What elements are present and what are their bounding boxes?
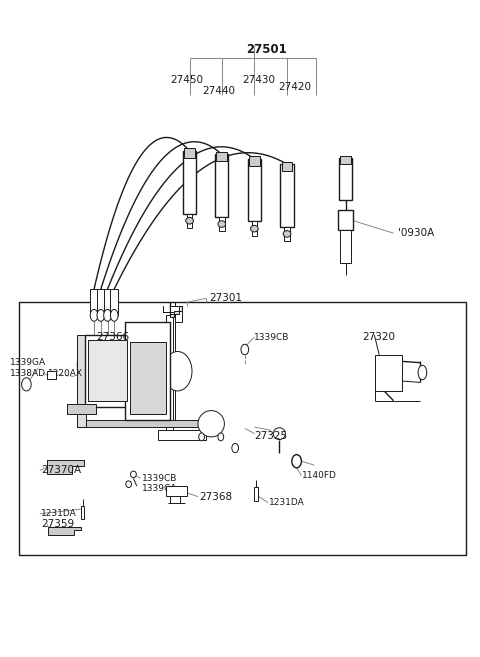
Bar (88, 340, 127, 401)
Text: 1231DA: 1231DA (269, 498, 304, 507)
Bar (216, 152, 227, 161)
Bar (248, 159, 261, 221)
Bar (249, 156, 260, 166)
Polygon shape (48, 527, 81, 535)
Bar (284, 227, 290, 241)
Bar (254, 487, 258, 501)
Ellipse shape (251, 225, 258, 232)
Text: 1220AX: 1220AX (48, 369, 83, 378)
Circle shape (292, 455, 301, 468)
Bar (81, 506, 84, 519)
Circle shape (218, 433, 224, 441)
Bar (252, 221, 257, 236)
Bar (19, 302, 466, 555)
Text: 1339GA: 1339GA (10, 358, 46, 367)
Bar (110, 289, 118, 315)
Ellipse shape (110, 309, 118, 321)
Ellipse shape (218, 221, 226, 227)
Polygon shape (77, 420, 206, 427)
Polygon shape (77, 335, 86, 427)
Ellipse shape (131, 471, 136, 478)
Bar (340, 230, 351, 263)
Bar (85, 335, 130, 407)
Bar (375, 355, 402, 391)
Text: 27366: 27366 (96, 332, 130, 342)
Bar (340, 156, 351, 164)
Circle shape (22, 378, 31, 391)
Text: 1339CB: 1339CB (254, 332, 290, 342)
Text: 1231DA: 1231DA (41, 509, 76, 518)
Bar (47, 371, 56, 379)
Bar (183, 151, 196, 214)
Text: 27325: 27325 (254, 430, 288, 441)
Text: 1339CA: 1339CA (142, 484, 177, 493)
Bar (338, 210, 353, 230)
Bar (130, 342, 166, 414)
Ellipse shape (273, 428, 285, 440)
Bar (215, 154, 228, 217)
Text: 1339CB: 1339CB (142, 474, 177, 483)
Circle shape (241, 344, 249, 355)
Ellipse shape (104, 309, 111, 321)
Polygon shape (163, 306, 182, 322)
Text: 27301: 27301 (209, 293, 242, 304)
Ellipse shape (198, 411, 224, 437)
Text: 27320: 27320 (363, 332, 396, 342)
Polygon shape (158, 430, 206, 440)
Text: 27430: 27430 (243, 75, 276, 85)
Bar (97, 289, 105, 315)
Text: 1338AD: 1338AD (10, 369, 46, 378)
Bar (280, 164, 294, 227)
Ellipse shape (418, 365, 427, 380)
Ellipse shape (283, 231, 291, 237)
Polygon shape (166, 315, 173, 434)
Text: 27440: 27440 (202, 85, 235, 96)
Circle shape (199, 433, 204, 441)
Bar (184, 148, 195, 158)
Bar (282, 162, 292, 171)
Bar (166, 486, 187, 496)
Polygon shape (67, 404, 96, 414)
Ellipse shape (186, 217, 193, 224)
Bar (104, 289, 111, 315)
Bar (187, 214, 192, 228)
Text: 27359: 27359 (41, 519, 74, 530)
Text: 1140FD: 1140FD (302, 471, 337, 480)
Text: '0930A: '0930A (398, 228, 435, 238)
Text: 27501: 27501 (246, 43, 287, 56)
Circle shape (232, 443, 239, 453)
Bar (125, 322, 170, 420)
Bar (339, 158, 352, 200)
Polygon shape (170, 306, 182, 317)
Bar (90, 289, 98, 315)
Ellipse shape (97, 309, 105, 321)
Text: 27450: 27450 (171, 75, 204, 85)
Ellipse shape (90, 309, 98, 321)
Text: 27420: 27420 (279, 81, 312, 92)
Ellipse shape (126, 481, 132, 487)
Bar (219, 217, 225, 231)
Circle shape (163, 351, 192, 391)
Text: 27368: 27368 (199, 491, 232, 502)
Text: 27370A: 27370A (41, 465, 81, 476)
Polygon shape (47, 460, 84, 474)
